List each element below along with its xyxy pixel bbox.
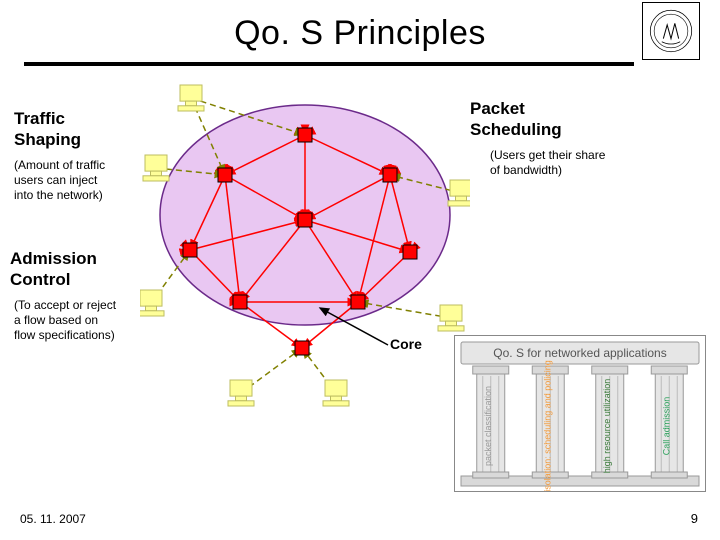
slide-date: 05. 11. 2007 xyxy=(20,512,86,526)
packet-scheduling-heading: Packet Scheduling xyxy=(470,98,562,141)
packet-scheduling-body: (Users get their share of bandwidth) xyxy=(490,148,605,178)
admission-control-body: (To accept or reject a flow based on flo… xyxy=(14,298,116,343)
network-diagram xyxy=(140,80,470,410)
title-underline xyxy=(24,62,634,66)
slide-title: Qo. S Principles xyxy=(0,14,720,53)
svg-text:Qo. S for networked applicatio: Qo. S for networked applications xyxy=(493,346,666,360)
svg-text:Call admission: Call admission xyxy=(661,397,671,456)
svg-text:packet classification: packet classification xyxy=(483,386,493,466)
institution-logo xyxy=(642,2,700,60)
traffic-shaping-heading: Traffic Shaping xyxy=(14,108,81,151)
pillars-diagram: Qo. S for networked applications packet c… xyxy=(454,335,706,492)
admission-control-heading: Admission Control xyxy=(10,248,97,291)
page-number: 9 xyxy=(691,511,698,526)
svg-text:high resource utilization: high resource utilization xyxy=(602,379,612,474)
traffic-shaping-body: (Amount of traffic users can inject into… xyxy=(14,158,105,203)
core-arrow xyxy=(310,300,400,360)
svg-text:isolation: scheduling and poli: isolation: scheduling and policing xyxy=(542,360,552,492)
